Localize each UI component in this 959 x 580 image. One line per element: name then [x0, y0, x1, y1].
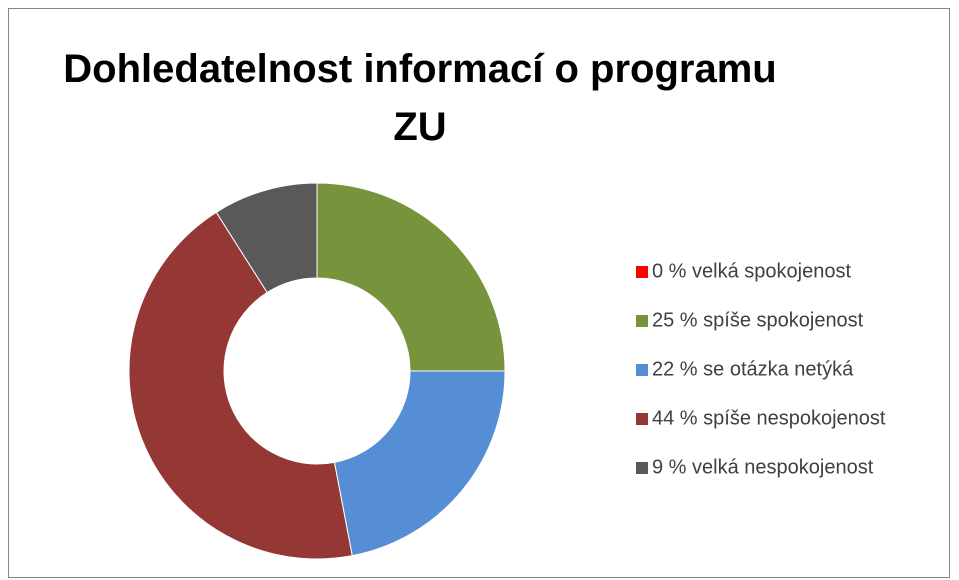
legend-label: 44 % spíše nespokojenost	[652, 407, 886, 429]
donut-slice	[215, 182, 318, 294]
legend-swatch	[636, 364, 648, 376]
chart-title: Dohledatelnost informací o programu ZU	[63, 47, 777, 149]
legend-swatch	[636, 462, 648, 474]
legend-label: 22 % se otázka netýká	[652, 358, 854, 380]
donut-slice	[128, 211, 353, 560]
legend-label: 25 % spíše spokojenost	[652, 309, 864, 331]
legend-swatch	[636, 266, 648, 278]
donut-slice	[333, 370, 506, 557]
legend-label: 9 % velká nespokojenost	[652, 456, 874, 478]
legend-swatch	[636, 413, 648, 425]
donut-slice	[316, 182, 506, 372]
legend-swatch	[636, 315, 648, 327]
legend-label: 0 % velká spokojenost	[652, 260, 851, 282]
